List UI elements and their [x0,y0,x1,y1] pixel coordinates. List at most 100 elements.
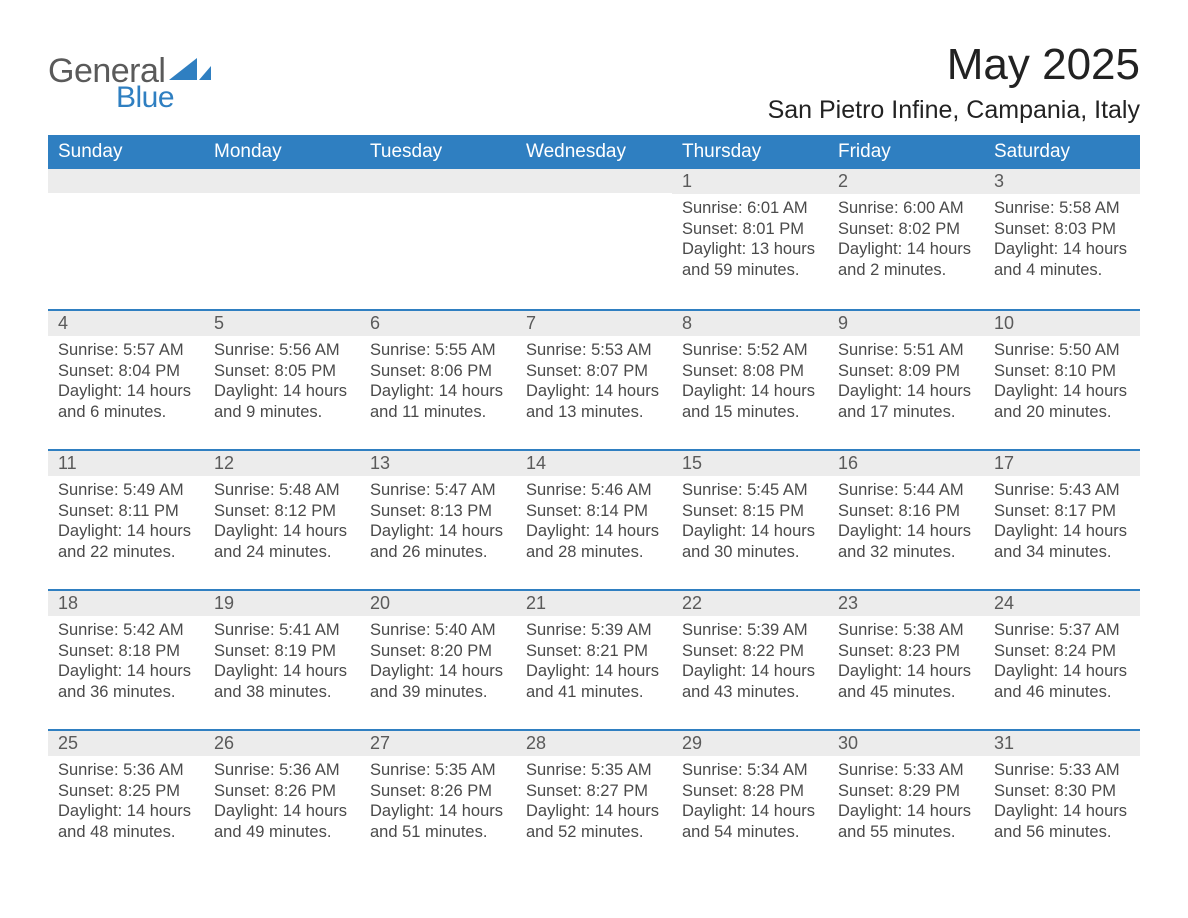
day-content: Sunrise: 5:51 AMSunset: 8:09 PMDaylight:… [828,336,984,429]
daylight-text: Daylight: 14 hours and 15 minutes. [682,381,818,422]
day-number: 17 [984,451,1140,476]
day-cell: 27Sunrise: 5:35 AMSunset: 8:26 PMDayligh… [360,729,516,869]
month-title: May 2025 [768,40,1140,90]
daylight-text: Daylight: 14 hours and 30 minutes. [682,521,818,562]
daylight-text: Daylight: 14 hours and 52 minutes. [526,801,662,842]
calendar-cell: 4 Sunrise: 5:57 AMSunset: 8:04 PMDaylight… [48,309,204,449]
weekday-header: Wednesday [516,135,672,169]
sunrise-text: Sunrise: 5:53 AM [526,340,662,361]
day-content: Sunrise: 5:49 AMSunset: 8:11 PMDaylight:… [48,476,204,569]
day-number: 23 [828,591,984,616]
day-content: Sunrise: 5:42 AMSunset: 8:18 PMDaylight:… [48,616,204,709]
sunrise-text: Sunrise: 5:57 AM [58,340,194,361]
day-number: 22 [672,591,828,616]
sunset-text: Sunset: 8:10 PM [994,361,1130,382]
day-content: Sunrise: 5:40 AMSunset: 8:20 PMDaylight:… [360,616,516,709]
sunrise-text: Sunrise: 5:58 AM [994,198,1130,219]
day-cell: 26Sunrise: 5:36 AMSunset: 8:26 PMDayligh… [204,729,360,869]
daylight-text: Daylight: 14 hours and 6 minutes. [58,381,194,422]
calendar-cell: 15Sunrise: 5:45 AMSunset: 8:15 PMDayligh… [672,449,828,589]
day-cell: 23Sunrise: 5:38 AMSunset: 8:23 PMDayligh… [828,589,984,729]
calendar-cell: 27Sunrise: 5:35 AMSunset: 8:26 PMDayligh… [360,729,516,869]
calendar-cell: 23Sunrise: 5:38 AMSunset: 8:23 PMDayligh… [828,589,984,729]
daylight-text: Daylight: 14 hours and 39 minutes. [370,661,506,702]
calendar-cell: 6Sunrise: 5:55 AMSunset: 8:06 PMDaylight… [360,309,516,449]
day-content: Sunrise: 5:37 AMSunset: 8:24 PMDaylight:… [984,616,1140,709]
day-content: Sunrise: 5:58 AMSunset: 8:03 PMDaylight:… [984,194,1140,287]
day-number: 19 [204,591,360,616]
logo: General Blue [48,40,211,115]
calendar-header-row: SundayMondayTuesdayWednesdayThursdayFrid… [48,135,1140,169]
daylight-text: Daylight: 14 hours and 49 minutes. [214,801,350,842]
daylight-text: Daylight: 14 hours and 20 minutes. [994,381,1130,422]
sunset-text: Sunset: 8:25 PM [58,781,194,802]
calendar-cell: 17Sunrise: 5:43 AMSunset: 8:17 PMDayligh… [984,449,1140,589]
calendar-week-row: 18Sunrise: 5:42 AMSunset: 8:18 PMDayligh… [48,589,1140,729]
day-content: Sunrise: 5:53 AMSunset: 8:07 PMDaylight:… [516,336,672,429]
daylight-text: Daylight: 14 hours and 48 minutes. [58,801,194,842]
sunset-text: Sunset: 8:06 PM [370,361,506,382]
day-number: 4 [48,311,204,336]
day-number: 20 [360,591,516,616]
sunset-text: Sunset: 8:21 PM [526,641,662,662]
daylight-text: Daylight: 14 hours and 56 minutes. [994,801,1130,842]
calendar-cell [516,169,672,309]
sunset-text: Sunset: 8:08 PM [682,361,818,382]
calendar-cell: 7Sunrise: 5:53 AMSunset: 8:07 PMDaylight… [516,309,672,449]
day-cell: 16Sunrise: 5:44 AMSunset: 8:16 PMDayligh… [828,449,984,589]
sunset-text: Sunset: 8:12 PM [214,501,350,522]
calendar-cell: 9Sunrise: 5:51 AMSunset: 8:09 PMDaylight… [828,309,984,449]
day-cell [360,169,516,309]
sunrise-text: Sunrise: 5:52 AM [682,340,818,361]
sunset-text: Sunset: 8:04 PM [58,361,194,382]
empty-day-bar [204,169,360,193]
day-content: Sunrise: 5:55 AMSunset: 8:06 PMDaylight:… [360,336,516,429]
calendar-cell: 30Sunrise: 5:33 AMSunset: 8:29 PMDayligh… [828,729,984,869]
sunrise-text: Sunrise: 5:36 AM [58,760,194,781]
day-cell: 18Sunrise: 5:42 AMSunset: 8:18 PMDayligh… [48,589,204,729]
sunrise-text: Sunrise: 5:33 AM [838,760,974,781]
day-cell: 21Sunrise: 5:39 AMSunset: 8:21 PMDayligh… [516,589,672,729]
day-cell: 5Sunrise: 5:56 AMSunset: 8:05 PMDaylight… [204,309,360,449]
empty-day-bar [48,169,204,193]
day-number: 31 [984,731,1140,756]
sunset-text: Sunset: 8:02 PM [838,219,974,240]
day-number: 7 [516,311,672,336]
day-number: 21 [516,591,672,616]
calendar-body: 1Sunrise: 6:01 AMSunset: 8:01 PMDaylight… [48,169,1140,869]
day-cell: 14Sunrise: 5:46 AMSunset: 8:14 PMDayligh… [516,449,672,589]
daylight-text: Daylight: 14 hours and 9 minutes. [214,381,350,422]
calendar-cell: 20Sunrise: 5:40 AMSunset: 8:20 PMDayligh… [360,589,516,729]
day-cell [48,169,204,309]
logo-text-blue: Blue [116,81,174,115]
sunset-text: Sunset: 8:30 PM [994,781,1130,802]
weekday-header: Sunday [48,135,204,169]
daylight-text: Daylight: 14 hours and 46 minutes. [994,661,1130,702]
sunset-text: Sunset: 8:27 PM [526,781,662,802]
sunrise-text: Sunrise: 5:44 AM [838,480,974,501]
sunrise-text: Sunrise: 5:39 AM [526,620,662,641]
day-content: Sunrise: 5:41 AMSunset: 8:19 PMDaylight:… [204,616,360,709]
day-number: 9 [828,311,984,336]
day-content: Sunrise: 5:47 AMSunset: 8:13 PMDaylight:… [360,476,516,569]
day-number: 14 [516,451,672,476]
sunrise-text: Sunrise: 5:55 AM [370,340,506,361]
sunrise-text: Sunrise: 5:50 AM [994,340,1130,361]
calendar-week-row: 1Sunrise: 6:01 AMSunset: 8:01 PMDaylight… [48,169,1140,309]
daylight-text: Daylight: 14 hours and 43 minutes. [682,661,818,702]
weekday-header: Friday [828,135,984,169]
day-number: 5 [204,311,360,336]
calendar-cell: 5Sunrise: 5:56 AMSunset: 8:05 PMDaylight… [204,309,360,449]
sunrise-text: Sunrise: 5:43 AM [994,480,1130,501]
day-cell: 22Sunrise: 5:39 AMSunset: 8:22 PMDayligh… [672,589,828,729]
calendar-cell: 31Sunrise: 5:33 AMSunset: 8:30 PMDayligh… [984,729,1140,869]
day-cell [516,169,672,309]
sunset-text: Sunset: 8:09 PM [838,361,974,382]
daylight-text: Daylight: 14 hours and 32 minutes. [838,521,974,562]
page-header: General Blue May 2025 San Pietro Infine,… [48,40,1140,125]
location-subtitle: San Pietro Infine, Campania, Italy [768,96,1140,125]
calendar-cell: 8Sunrise: 5:52 AMSunset: 8:08 PMDaylight… [672,309,828,449]
day-number: 30 [828,731,984,756]
calendar-cell: 26Sunrise: 5:36 AMSunset: 8:26 PMDayligh… [204,729,360,869]
day-content: Sunrise: 5:45 AMSunset: 8:15 PMDaylight:… [672,476,828,569]
